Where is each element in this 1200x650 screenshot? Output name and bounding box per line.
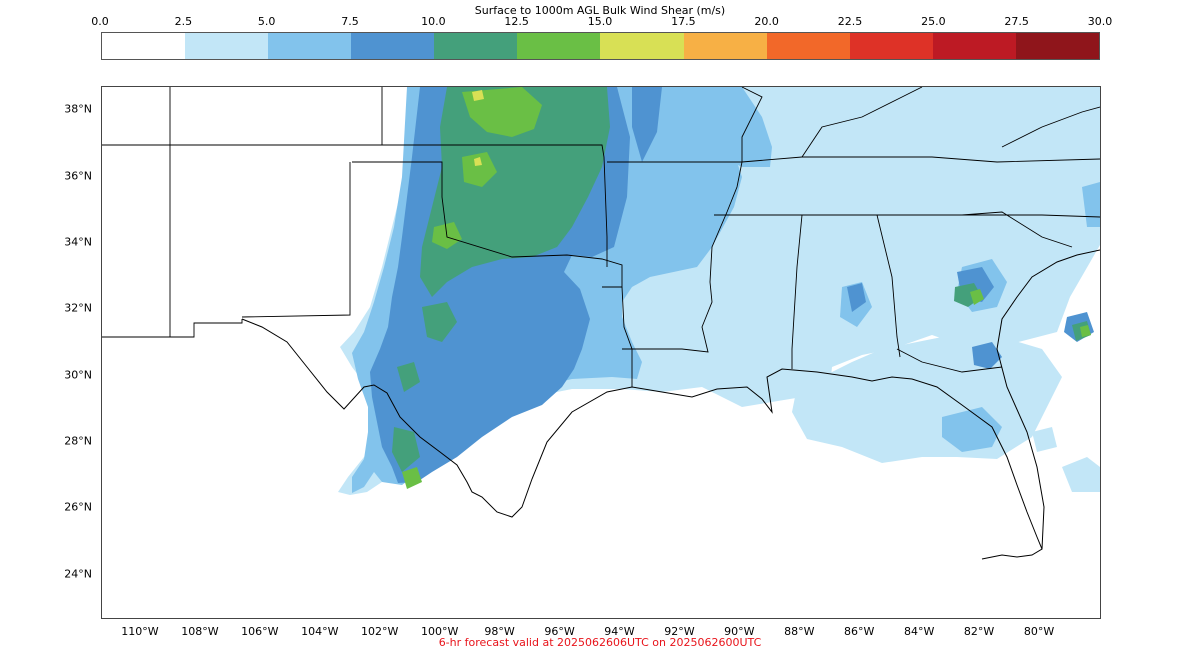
colorbar-swatch [102, 33, 186, 59]
colorbar-tick-label: 15.0 [587, 15, 613, 28]
colorbar [101, 32, 1100, 60]
longitude-label: 94°W [604, 625, 635, 638]
colorbar-tick-label: 0.0 [91, 15, 109, 28]
latitude-label: 30°N [64, 368, 92, 382]
colorbar-tick-label: 12.5 [504, 15, 529, 28]
colorbar-swatch [185, 33, 269, 59]
colorbar-tick-label: 22.5 [837, 15, 863, 28]
colorbar-swatch [849, 33, 933, 59]
colorbar-tick-label: 10.0 [421, 15, 446, 28]
longitude-label: 108°W [181, 625, 219, 638]
colorbar-swatch [434, 33, 518, 59]
colorbar-tick-label: 30.0 [1087, 15, 1113, 28]
gulf-coastline [241, 318, 1043, 560]
colorbar-swatch [683, 33, 767, 59]
latitude-label: 34°N [64, 235, 92, 249]
latitude-label: 38°N [64, 102, 92, 116]
colorbar-swatch [351, 33, 435, 59]
colorbar-swatch [517, 33, 601, 59]
colorbar-swatch [268, 33, 352, 59]
longitude-label: 82°W [963, 625, 995, 638]
map-panel [101, 86, 1101, 619]
colorbar-tick-label: 25.0 [921, 15, 946, 28]
colorbar-swatch [600, 33, 684, 59]
latitude-label: 28°N [64, 434, 92, 448]
longitude-label: 88°W [784, 625, 815, 638]
colorbar-tick-labels: 0.0 2.5 5.0 7.5 10.0 12.5 15.0 17.5 20.0 22.5 25.0… [91, 15, 1112, 29]
colorbar-tick-label: 2.5 [174, 15, 193, 28]
colorbar-swatch [766, 33, 850, 59]
longitude-label: 80°W [1023, 625, 1055, 638]
florida-atlantic-coast [996, 249, 1100, 550]
latitude-label: 36°N [64, 169, 92, 183]
longitude-label: 84°W [903, 625, 935, 638]
longitude-label: 106°W [241, 625, 279, 638]
state-boundaries [102, 87, 1100, 387]
shear-field-10-12-5 [392, 87, 1091, 472]
latitude-label: 24°N [64, 567, 92, 581]
longitude-label: 102°W [361, 625, 399, 638]
longitude-label: 86°W [844, 625, 875, 638]
colorbar-swatch [932, 33, 1016, 59]
colorbar-tick-label: 7.5 [341, 15, 359, 28]
longitude-label: 96°W [544, 625, 575, 638]
colorbar-title: Surface to 1000m AGL Bulk Wind Shear (m/… [474, 4, 726, 17]
latitude-label: 32°N [64, 301, 92, 315]
longitude-label: 92°W [664, 625, 695, 638]
latitude-label: 26°N [64, 500, 92, 514]
shear-field-12-5-15 [402, 87, 1091, 489]
longitude-label: 110°W [121, 625, 159, 638]
colorbar-tick-label: 27.5 [1004, 15, 1029, 28]
colorbar-tick-label: 5.0 [257, 15, 276, 28]
wind-shear-map [102, 87, 1100, 560]
colorbar-tick-label: 20.0 [754, 15, 779, 28]
longitude-label: 98°W [484, 625, 515, 638]
shear-field-15-17-5 [472, 90, 484, 166]
longitude-label: 100°W [420, 625, 459, 638]
colorbar-tick-label: 17.5 [671, 15, 696, 28]
colorbar-swatch [1015, 33, 1099, 59]
longitude-label: 104°W [301, 625, 339, 638]
longitude-label: 90°W [724, 625, 755, 638]
forecast-valid-caption: 6-hr forecast valid at 2025062606UTC on … [438, 636, 762, 649]
